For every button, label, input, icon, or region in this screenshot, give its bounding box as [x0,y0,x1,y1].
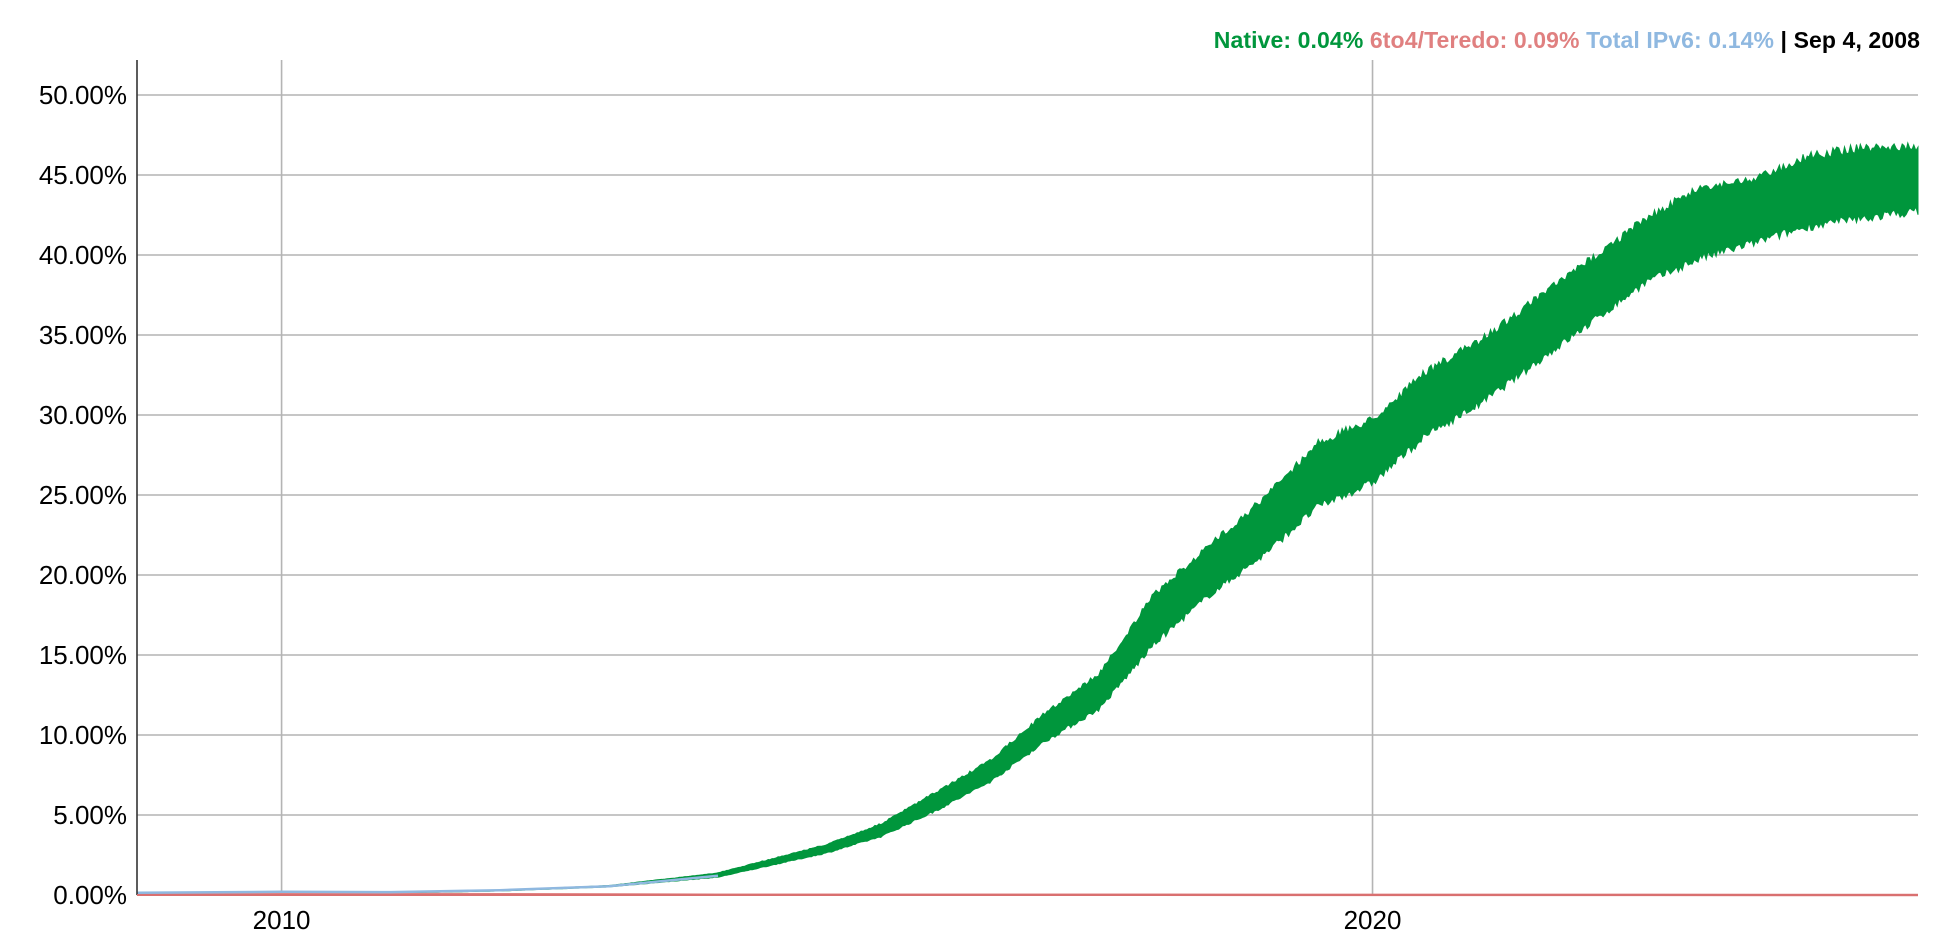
legend-separator: | [1780,27,1788,53]
y-tick-label: 25.00% [39,480,127,510]
x-tick-label: 2020 [1344,905,1402,934]
legend-total: Total IPv6: 0.14% [1586,27,1775,53]
y-tick-label: 0.00% [53,880,127,910]
x-tick-label: 2010 [253,905,311,934]
y-tick-label: 50.00% [39,80,127,110]
series-native-band [136,141,1919,896]
y-tick-label: 45.00% [39,160,127,190]
legend-teredo: 6to4/Teredo: 0.09% [1369,27,1580,53]
legend-date: Sep 4, 2008 [1793,27,1920,53]
y-axis-ticks: 0.00% 5.00% 10.00% 15.00% 20.00% 25.00% 30.00%… [39,80,127,910]
y-tick-label: 10.00% [39,720,127,750]
chart-grid [137,60,1918,895]
y-tick-label: 5.00% [53,800,127,830]
y-tick-label: 20.00% [39,560,127,590]
y-tick-label: 30.00% [39,400,127,430]
y-tick-label: 40.00% [39,240,127,270]
y-tick-label: 35.00% [39,320,127,350]
legend-native: Native: 0.04% [1213,27,1364,53]
y-tick-label: 15.00% [39,640,127,670]
x-axis-ticks: 2010 2020 [253,905,1402,934]
chart-legend: Native: 0.04% 6to4/Teredo: 0.09% Total I… [1214,27,1920,54]
series-total-ipv6-line [136,874,719,895]
